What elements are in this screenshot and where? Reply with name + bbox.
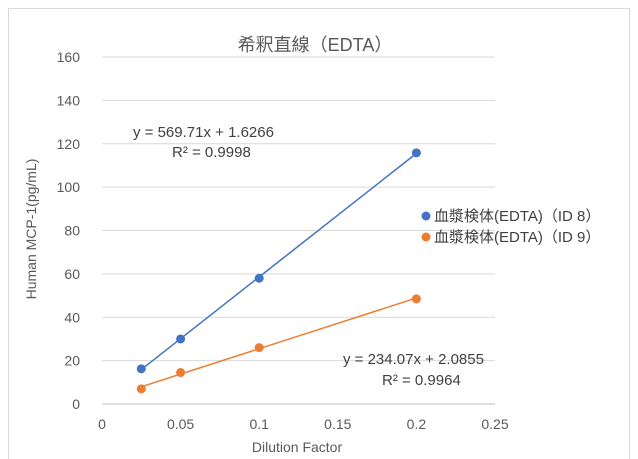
chart-title: 希釈直線（EDTA）: [238, 35, 393, 55]
x-tick-label: 0.05: [167, 416, 194, 432]
y-tick-label: 0: [72, 396, 80, 412]
legend-marker-series-1: [421, 211, 431, 221]
legend: 血漿検体(EDTA)（ID 8） 血漿検体(EDTA)（ID 9）: [421, 208, 600, 246]
data-point-series-2: [254, 343, 264, 353]
data-point-series-1: [411, 148, 421, 158]
data-point-series-2: [176, 368, 186, 378]
series-1-r2: R² = 0.9998: [172, 144, 251, 161]
y-tick-label: 80: [64, 223, 80, 239]
data-point-series-2: [136, 384, 146, 394]
legend-label-series-1: 血漿検体(EDTA)（ID 8）: [434, 208, 600, 225]
legend-label-series-2: 血漿検体(EDTA)（ID 9）: [434, 229, 600, 246]
trendlines: [140, 152, 417, 388]
x-tick-label: 0.1: [249, 416, 269, 432]
y-tick-label: 120: [57, 136, 81, 152]
x-tick-label: 0.25: [481, 416, 508, 432]
data-point-series-2: [411, 294, 421, 304]
y-tick-label: 100: [57, 179, 81, 195]
series-1-equation: y = 569.71x + 1.6266: [133, 124, 274, 141]
trendline-series-2: [141, 297, 417, 388]
chart-frame: [8, 8, 630, 459]
legend-marker-series-2: [421, 232, 431, 242]
x-tick-label: 0.15: [324, 416, 351, 432]
series-2-r2: R² = 0.9964: [382, 372, 461, 389]
y-tick-label: 140: [57, 92, 81, 108]
y-tick-label: 40: [64, 309, 80, 325]
y-axis-title: Human MCP-1(pg/mL): [23, 159, 39, 300]
data-point-series-1: [136, 364, 146, 374]
x-tick-label: 0: [98, 416, 106, 432]
data-point-series-1: [254, 273, 264, 283]
data-points: [136, 148, 421, 394]
series-2-equation: y = 234.07x + 2.0855: [343, 351, 484, 368]
x-axis-title: Dilution Factor: [252, 439, 343, 455]
y-tick-label: 60: [64, 266, 80, 282]
trendline-series-1: [140, 152, 417, 371]
data-point-series-1: [176, 334, 186, 344]
x-tick-label: 0.2: [407, 416, 427, 432]
y-tick-label: 20: [64, 353, 80, 369]
y-tick-label: 160: [57, 49, 81, 65]
axes: 0 20 40 60 80 100 120 140 160 0 0.05 0.1 0.15 0.2 0.25: [57, 49, 509, 432]
gridlines: [102, 56, 495, 362]
